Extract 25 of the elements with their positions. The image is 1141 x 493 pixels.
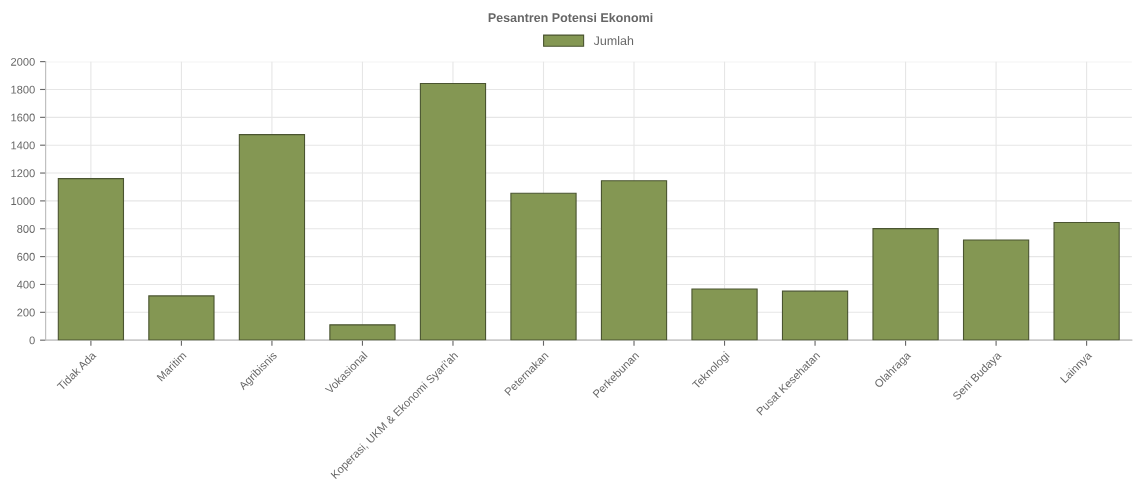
bar — [329, 324, 396, 341]
y-tick-label: 2000 — [11, 57, 35, 66]
bar — [1053, 221, 1120, 341]
y-tick-label: 1600 — [11, 113, 35, 122]
bar — [419, 82, 487, 341]
bar — [238, 134, 306, 341]
y-tick-label: 1000 — [11, 197, 35, 206]
bar — [781, 290, 849, 341]
bar — [510, 192, 577, 341]
bar — [148, 295, 215, 341]
y-tick-label: 1400 — [11, 141, 35, 150]
bar — [872, 228, 939, 341]
y-tick-label: 0 — [29, 336, 35, 345]
y-tick-label: 200 — [17, 308, 35, 317]
y-tick-label: 400 — [16, 280, 35, 289]
bar — [57, 178, 125, 341]
y-tick-label: 800 — [17, 225, 35, 233]
y-tick-label: 1200 — [11, 169, 35, 178]
bar — [600, 180, 668, 341]
bar — [962, 239, 1030, 341]
y-tick-label: 600 — [17, 252, 35, 261]
legend-label: Jumlah — [593, 35, 634, 46]
bar — [691, 288, 758, 341]
y-tick-label: 1800 — [11, 85, 35, 94]
chart-title: Pesantren Potensi Ekonomi — [488, 12, 653, 23]
